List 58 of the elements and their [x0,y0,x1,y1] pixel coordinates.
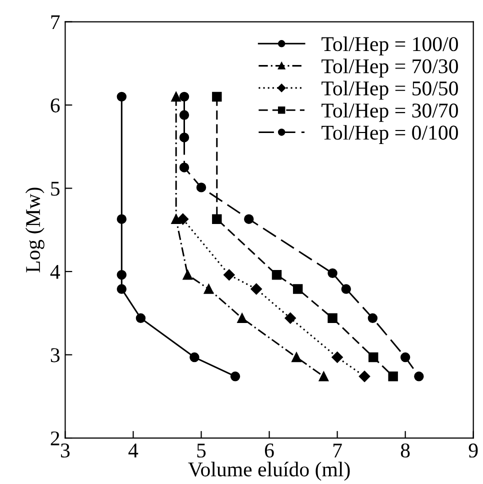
point [190,352,200,362]
point [196,182,206,192]
y-axis-title: Log (Mw) [25,188,44,272]
point [230,372,240,382]
point [171,92,181,102]
point [224,269,235,280]
x-tick-label: 8 [400,443,410,458]
y-tick-label: 2 [50,431,60,446]
legend-label: Tol/Hep = 70/30 [322,58,458,78]
point [116,270,127,280]
point [332,352,343,363]
point [244,214,254,224]
x-axis-title: Volume eluído (ml) [188,462,350,481]
point [272,270,282,280]
point [204,284,214,294]
x-tick-label: 9 [468,444,478,458]
point [328,268,338,278]
point [177,213,188,225]
point [179,110,190,120]
point [212,214,222,224]
y-tick-label: 3 [50,348,60,362]
point [250,283,262,295]
point [171,214,181,224]
point [116,284,127,294]
point [292,284,303,294]
point [237,313,247,324]
point [292,352,302,362]
y-tick-label: 7 [51,15,60,30]
point [368,352,378,362]
point [318,372,329,382]
point [136,313,146,324]
point [212,92,222,102]
x-tick-label: 3 [60,444,70,458]
x-tick-label: 5 [197,444,206,458]
point [182,270,193,280]
point [358,370,370,382]
y-tick-label: 4 [50,265,60,279]
legend-label: Tol/Hep = 50/50 [322,80,458,100]
point [388,372,398,382]
legend-label: Tol/Hep = 0/100 [322,125,458,144]
y-tick-label: 5 [51,182,60,196]
point [328,313,338,324]
point [116,214,127,224]
x-tick-label: 7 [333,444,342,458]
point [179,162,190,172]
point [179,92,190,102]
point [414,372,424,382]
point [116,92,127,102]
legend-label: Tol/Hep = 100/0 [322,36,458,56]
point [179,132,190,142]
x-tick-label: 4 [128,444,138,458]
y-tick-label: 6 [50,98,60,112]
point [341,284,351,294]
point [368,313,378,324]
point [400,352,410,362]
legend-label: Tol/Hep = 30/70 [322,102,458,122]
point [284,312,296,324]
x-tick-label: 6 [264,444,274,458]
